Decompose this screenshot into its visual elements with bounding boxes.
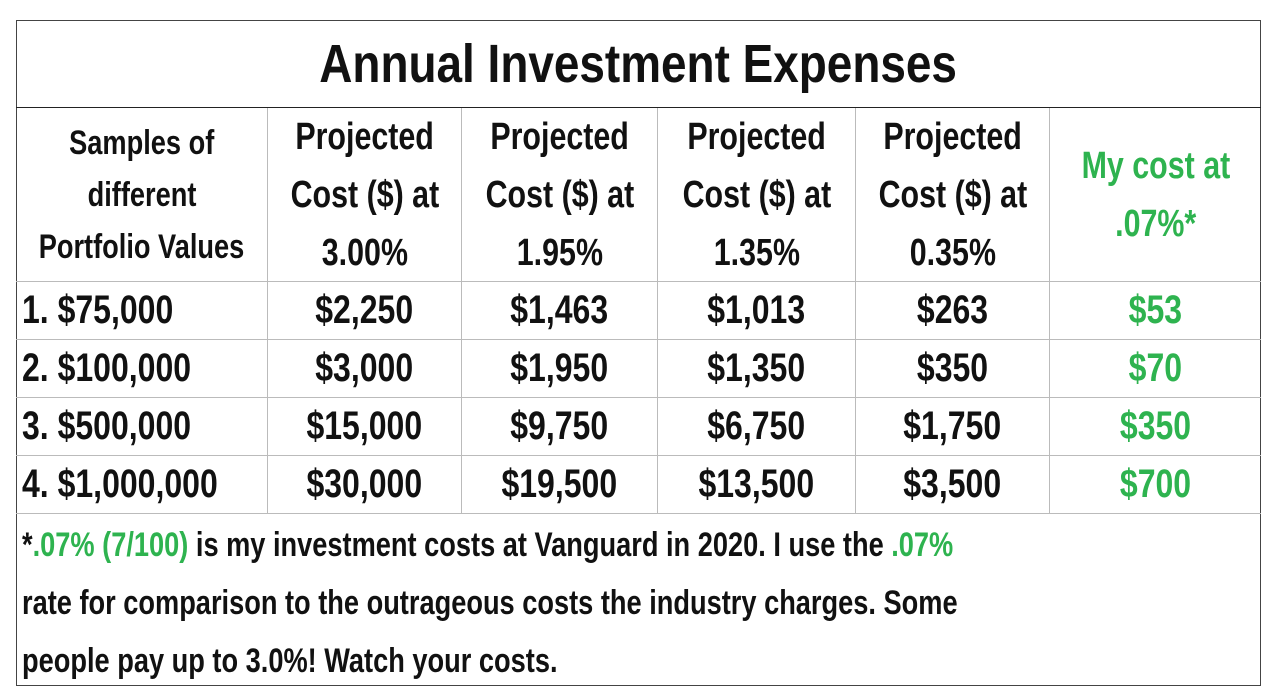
header-text: 1.95% [516, 231, 603, 274]
header-cell: Projected Cost ($) at 0.35% [856, 108, 1050, 282]
cell-text: $70 [1128, 346, 1183, 390]
header-cell: Projected Cost ($) at 3.00% [268, 108, 462, 282]
cell-text: $1,013 [707, 288, 806, 332]
header-cell: Projected Cost ($) at 1.95% [462, 108, 658, 282]
cell-text: $30,000 [306, 462, 423, 506]
table-cell: $700 [1050, 456, 1261, 514]
header-text: Projected [883, 115, 1022, 158]
cell-text: 1. $75,000 [22, 288, 174, 332]
footnote-line: people pay up to 3.0%! Watch your costs. [22, 638, 558, 684]
table-cell: $53 [1050, 282, 1261, 340]
table-cell: 4. $1,000,000 [16, 456, 268, 514]
table-cell: $70 [1050, 340, 1261, 398]
cell-text: $1,350 [707, 346, 806, 390]
cell-text: $700 [1119, 462, 1192, 506]
footnote-line: rate for comparison to the outrageous co… [22, 580, 958, 626]
header-text: different [87, 175, 196, 214]
table-cell: $2,250 [268, 282, 462, 340]
table-cell: $3,500 [856, 456, 1050, 514]
header-text: Portfolio Values [38, 227, 245, 266]
table-cell: $350 [1050, 398, 1261, 456]
cell-text: $1,750 [903, 404, 1002, 448]
footnote-text: .07% [891, 526, 954, 564]
table-cell: 2. $100,000 [16, 340, 268, 398]
cell-text: $1,463 [510, 288, 609, 332]
header-text: Samples of [68, 123, 215, 162]
header-text: Cost ($) at [290, 173, 439, 216]
table-cell: $1,463 [462, 282, 658, 340]
header-text: Projected [295, 115, 434, 158]
cell-text: $1,950 [510, 346, 609, 390]
header-text: 1.35% [713, 231, 800, 274]
table-cell: $1,750 [856, 398, 1050, 456]
table-cell: $15,000 [268, 398, 462, 456]
cell-text: $263 [916, 288, 989, 332]
cell-text: $6,750 [707, 404, 806, 448]
cell-text: $350 [916, 346, 989, 390]
header-text: 3.00% [321, 231, 408, 274]
table-cell: $263 [856, 282, 1050, 340]
header-cell: My cost at .07%* [1050, 108, 1261, 282]
header-cell: Projected Cost ($) at 1.35% [658, 108, 856, 282]
header-cell: Samples of different Portfolio Values [16, 108, 268, 282]
footnote-text: rate for comparison to the outrageous co… [22, 584, 958, 622]
header-text: Cost ($) at [878, 173, 1027, 216]
table-cell: 1. $75,000 [16, 282, 268, 340]
header-text: Cost ($) at [485, 173, 634, 216]
cell-text: $3,500 [903, 462, 1002, 506]
header-text: Projected [687, 115, 826, 158]
cell-text: $350 [1119, 404, 1192, 448]
cell-text: $15,000 [306, 404, 423, 448]
footnote-text: is my investment costs at Vanguard in 20… [188, 526, 892, 564]
header-text: .07%* [1114, 202, 1197, 245]
header-text: Cost ($) at [682, 173, 831, 216]
table-cell: $1,013 [658, 282, 856, 340]
cell-text: $2,250 [315, 288, 414, 332]
cell-text: $9,750 [510, 404, 609, 448]
title-row: Annual Investment Expenses [16, 20, 1261, 108]
cell-text: 3. $500,000 [22, 404, 192, 448]
table-cell: 3. $500,000 [16, 398, 268, 456]
table-cell: $1,350 [658, 340, 856, 398]
table-frame [16, 20, 1261, 686]
cell-text: 4. $1,000,000 [22, 462, 218, 506]
table-cell: $6,750 [658, 398, 856, 456]
table-cell: $3,000 [268, 340, 462, 398]
table-cell: $9,750 [462, 398, 658, 456]
footnote-text: people pay up to 3.0%! Watch your costs. [22, 642, 558, 680]
cell-text: $53 [1128, 288, 1183, 332]
footnote-text: * [22, 526, 33, 564]
cell-text: 2. $100,000 [22, 346, 192, 390]
table-cell: $1,950 [462, 340, 658, 398]
title: Annual Investment Expenses [319, 33, 958, 94]
cell-text: $3,000 [315, 346, 414, 390]
header-text: 0.35% [909, 231, 996, 274]
footnote-line: *.07% (7/100) is my investment costs at … [22, 522, 953, 568]
cell-text: $13,500 [698, 462, 815, 506]
cell-text: $19,500 [501, 462, 618, 506]
header-text: My cost at [1081, 144, 1230, 187]
table-cell: $19,500 [462, 456, 658, 514]
table-cell: $13,500 [658, 456, 856, 514]
table-cell: $350 [856, 340, 1050, 398]
table-cell: $30,000 [268, 456, 462, 514]
footnote-text: .07% (7/100) [32, 526, 189, 564]
header-text: Projected [490, 115, 629, 158]
